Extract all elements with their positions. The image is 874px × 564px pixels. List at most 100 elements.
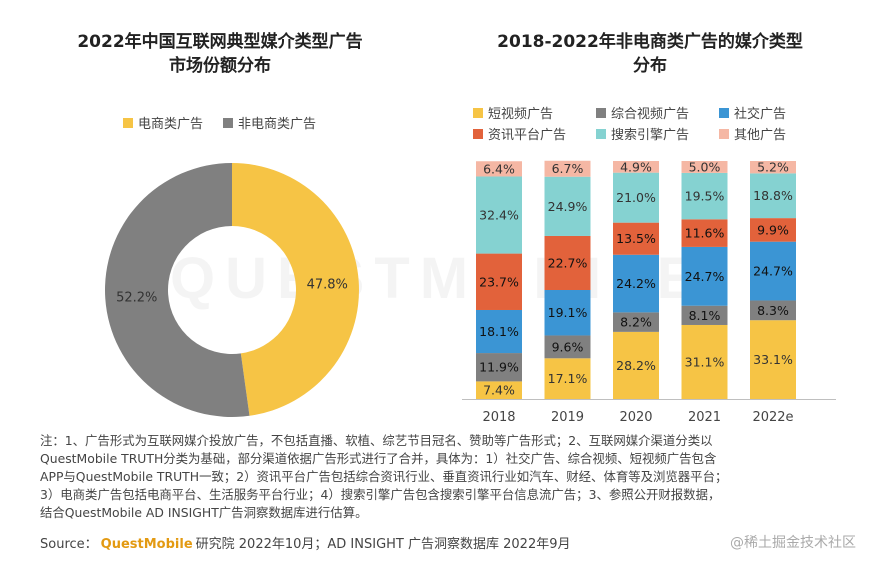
bar-segment-2018-1	[476, 353, 522, 382]
bar-value-label-2019-2: 19.1%	[548, 305, 588, 320]
bar-legend-item-4-label: 搜索引擎广告	[611, 128, 690, 143]
donut-legend-item-1-swatch	[223, 117, 233, 128]
bar-value-label-2020-5: 4.9%	[620, 159, 652, 174]
x-tick-label-2020: 2020	[619, 410, 652, 425]
donut-legend-item-0-swatch	[123, 117, 133, 128]
source-suffix: 研究院 2022年10月；AD INSIGHT 广告洞察数据库 2022年9月	[195, 537, 571, 552]
bar-segment-2018-2	[476, 309, 522, 354]
bar-segment-2018-4	[476, 176, 522, 254]
bar-segment-2021-4	[681, 172, 728, 220]
bar-segment-2021-5	[681, 161, 728, 173]
background-watermark: QUESTMOBILE	[170, 245, 705, 312]
bar-segment-2019-1	[544, 335, 591, 359]
bar-value-label-2018-1: 11.9%	[479, 360, 519, 375]
bar-value-label-2020-0: 28.2%	[616, 358, 656, 373]
bar-value-label-2021-3: 11.6%	[685, 226, 725, 241]
bar-legend-item-1-swatch	[596, 107, 606, 118]
bar-segment-2021-0	[681, 324, 728, 399]
bar-legend-item-3: 资讯平台广告	[473, 124, 566, 143]
bar-value-label-2021-4: 19.5%	[685, 189, 725, 204]
bar-legend-item-4-swatch	[596, 128, 606, 139]
bar-segment-2022e-2	[750, 241, 796, 301]
bar-value-label-2019-1: 9.6%	[552, 339, 584, 354]
bar-segment-2022e-1	[750, 300, 796, 321]
bar-segment-2020-4	[613, 172, 659, 223]
bar-value-label-2022e-0: 33.1%	[753, 352, 793, 367]
bar-segment-2018-5	[476, 161, 522, 177]
bar-segment-2021-2	[681, 246, 728, 306]
bar-legend-item-5: 其他广告	[719, 124, 786, 143]
bar-segment-2022e-4	[750, 173, 796, 219]
bar-value-label-2021-2: 24.7%	[685, 269, 725, 284]
bar-segment-2020-0	[613, 331, 659, 399]
x-tick-label-2019: 2019	[551, 410, 584, 425]
bar-segment-2022e-5	[750, 161, 796, 174]
site-watermark: @稀土掘金技术社区	[730, 535, 856, 551]
bar-value-label-2021-5: 5.0%	[689, 159, 721, 174]
donut-legend-item-1: 非电商类广告	[223, 113, 316, 132]
bar-segment-2022e-0	[750, 320, 796, 399]
bar-legend-item-3-swatch	[473, 128, 483, 139]
bar-chart-title: 2018-2022年非电商类广告的媒介类型 分布	[497, 32, 803, 76]
bar-value-label-2019-5: 6.7%	[552, 161, 584, 176]
x-tick-label-2018: 2018	[482, 410, 515, 425]
bar-value-label-2022e-2: 24.7%	[753, 264, 793, 279]
donut-legend-item-0-label: 电商类广告	[138, 117, 204, 132]
bar-value-label-2018-3: 23.7%	[479, 274, 519, 289]
bar-segment-2018-0	[476, 381, 522, 399]
bar-segment-2021-3	[681, 219, 728, 247]
donut-value-label-0: 47.8%	[307, 277, 348, 292]
bar-legend-item-2-swatch	[719, 107, 729, 118]
footnote-text: 注：1、广告形式为互联网媒介投放广告，不包括直播、软植、综艺节目冠名、赞助等广告…	[40, 433, 728, 520]
donut-legend-item-1-label: 非电商类广告	[238, 117, 317, 132]
bar-legend-item-2: 社交广告	[719, 103, 786, 122]
x-tick-label-2022e: 2022e	[752, 410, 793, 425]
bar-segment-2021-1	[681, 305, 728, 325]
bar-value-label-2021-1: 8.1%	[689, 308, 721, 323]
x-tick-label-2021: 2021	[688, 410, 721, 425]
bar-segment-2020-2	[613, 254, 659, 313]
bar-segment-2018-3	[476, 253, 522, 310]
bar-value-label-2022e-3: 9.9%	[757, 222, 789, 237]
bar-value-label-2022e-1: 8.3%	[757, 303, 789, 318]
bar-value-label-2022e-5: 5.2%	[757, 160, 789, 175]
bar-legend-item-4: 搜索引擎广告	[596, 124, 689, 143]
bar-legend-item-1-label: 综合视频广告	[611, 107, 690, 122]
donut-slice-0	[232, 163, 360, 416]
donut-slice-1	[105, 163, 250, 418]
bar-legend-item-0-swatch	[473, 107, 483, 118]
bar-segment-2019-0	[544, 358, 591, 399]
bar-value-label-2018-0: 7.4%	[483, 383, 515, 398]
bar-legend-item-2-label: 社交广告	[734, 107, 787, 122]
bar-legend-item-5-label: 其他广告	[734, 128, 787, 143]
bar-value-label-2018-5: 6.4%	[483, 161, 515, 176]
bar-value-label-2020-1: 8.2%	[620, 315, 652, 330]
source-line: Source： QuestMobile 研究院 2022年10月；AD INSIGH…	[40, 533, 571, 552]
bar-segment-2019-3	[544, 235, 591, 290]
bar-segment-2019-2	[544, 289, 591, 336]
bar-value-label-2019-4: 24.9%	[548, 199, 588, 214]
bar-segment-2020-5	[613, 161, 659, 173]
bar-legend-item-0: 短视频广告	[473, 103, 553, 122]
bar-segment-2019-4	[544, 176, 591, 236]
donut-chart-title: 2022年中国互联网典型媒介类型广告 市场份额分布	[77, 32, 363, 76]
bar-value-label-2022e-4: 18.8%	[753, 188, 793, 203]
bar-value-label-2018-2: 18.1%	[479, 324, 519, 339]
bar-value-label-2018-4: 32.4%	[479, 208, 519, 223]
bar-value-label-2019-0: 17.1%	[548, 371, 588, 386]
bar-value-label-2021-0: 31.1%	[685, 354, 725, 369]
bar-value-label-2020-4: 21.0%	[616, 190, 656, 205]
donut-value-label-1: 52.2%	[116, 291, 157, 306]
bar-value-label-2020-2: 24.2%	[616, 276, 656, 291]
donut-legend-item-0: 电商类广告	[123, 113, 203, 132]
bar-value-label-2019-3: 22.7%	[548, 255, 588, 270]
bar-legend-item-0-label: 短视频广告	[488, 107, 554, 122]
bar-segment-2020-3	[613, 222, 659, 255]
bar-segment-2019-5	[544, 160, 591, 177]
bar-segment-2020-1	[613, 312, 659, 332]
bar-legend-item-5-swatch	[719, 128, 729, 139]
bar-segment-2022e-3	[750, 218, 796, 242]
bar-value-label-2020-3: 13.5%	[616, 231, 656, 246]
bar-legend-item-1: 综合视频广告	[596, 103, 689, 122]
